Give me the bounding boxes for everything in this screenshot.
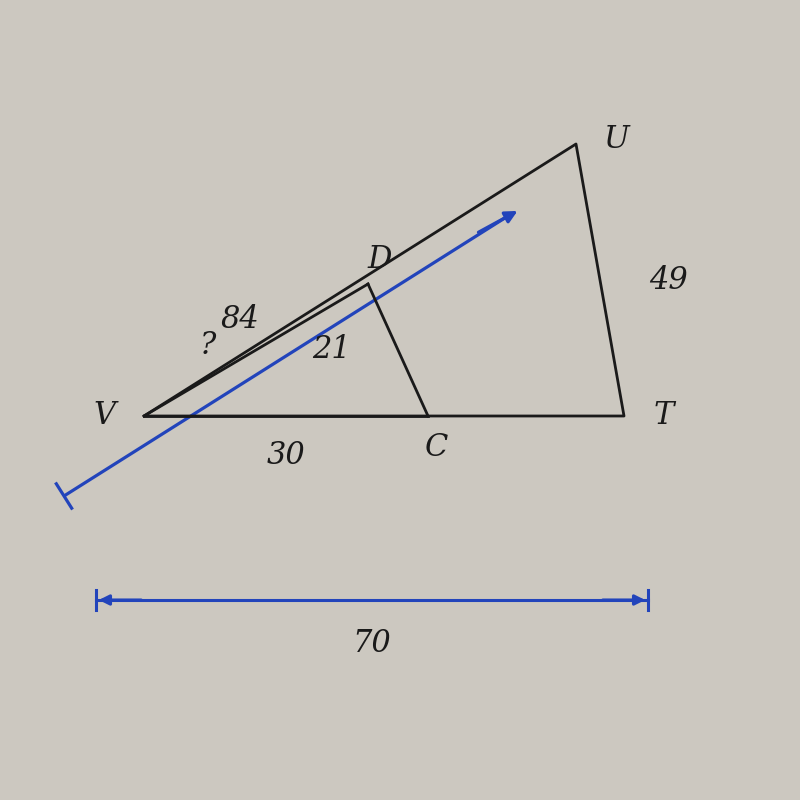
- Text: 84: 84: [221, 305, 259, 335]
- Text: U: U: [603, 125, 629, 155]
- Text: D: D: [368, 245, 392, 275]
- Text: 21: 21: [313, 334, 351, 366]
- Text: T: T: [654, 401, 674, 431]
- Text: ?: ?: [200, 330, 216, 362]
- Text: 49: 49: [649, 265, 687, 295]
- Text: V: V: [93, 401, 115, 431]
- Text: 70: 70: [353, 629, 391, 659]
- Text: 30: 30: [266, 441, 306, 471]
- Text: C: C: [424, 433, 448, 463]
